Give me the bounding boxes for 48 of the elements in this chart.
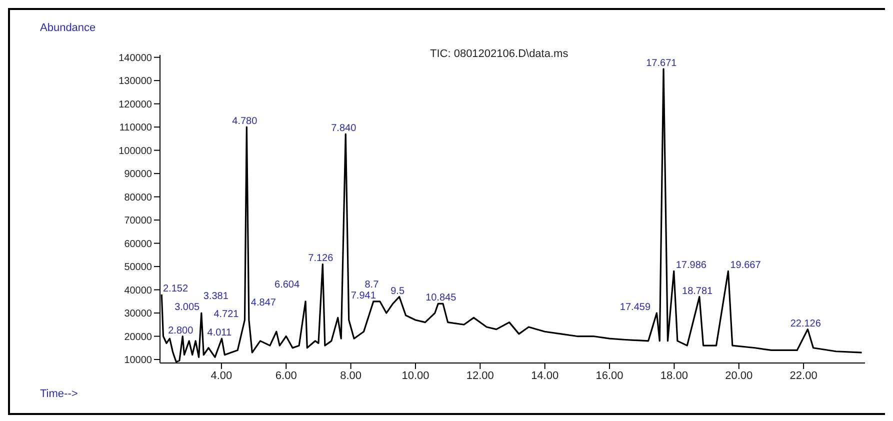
annotation: 19.667: [730, 260, 762, 272]
annotation: 3.381: [203, 291, 229, 302]
annotation: 9.5: [390, 286, 405, 297]
annotation: 4.011: [207, 328, 232, 339]
y-tick-label: 130000: [118, 76, 152, 88]
annotation: 4.721: [214, 308, 240, 320]
x-tick-label: 6.00: [275, 370, 297, 382]
annotation: 4.847: [250, 297, 276, 308]
annotation: 22.126: [790, 318, 822, 330]
annotation: 2.152: [163, 283, 188, 294]
x-tick-label: 20.00: [725, 370, 753, 382]
annotation: 7.126: [308, 253, 334, 264]
annotation: 8.7: [364, 279, 380, 290]
y-tick-label: 120000: [118, 99, 152, 110]
y-tick-label: 10000: [124, 355, 152, 366]
y-tick-label: 60000: [124, 238, 152, 250]
x-tick-label: 22.00: [790, 370, 818, 382]
annotation: 2.800: [168, 325, 194, 336]
y-tick-label: 100000: [118, 146, 152, 157]
y-tick-label: 110000: [119, 122, 152, 134]
y-tick-label: 40000: [124, 285, 152, 296]
x-axis-title: Time-->: [40, 388, 78, 400]
y-tick-label: 70000: [124, 216, 152, 227]
x-tick-label: 4.00: [210, 370, 232, 382]
x-tick-label: 18.00: [660, 370, 688, 382]
x-tick-label: 10.00: [402, 370, 430, 382]
x-tick-label: 14.00: [531, 370, 559, 382]
y-axis-title: Abundance: [40, 22, 96, 34]
y-tick-label: 80000: [124, 192, 152, 204]
y-tick-label: 140000: [118, 52, 152, 64]
annotation: 18.781: [682, 286, 714, 297]
annotation: 3.005: [174, 302, 200, 314]
annotation: 7.941: [350, 290, 376, 302]
chart-title: TIC: 0801202106.D\data.ms: [430, 48, 568, 60]
x-tick-label: 16.00: [596, 370, 624, 382]
annotation: 6.604: [274, 279, 300, 290]
x-tick-label: 8.00: [340, 370, 362, 382]
annotation: 7.840: [331, 123, 357, 134]
annotation: 4.780: [232, 116, 258, 128]
y-tick-label: 90000: [124, 169, 152, 180]
annotation: 17.671: [646, 58, 678, 69]
x-tick-label: 12.00: [466, 370, 494, 382]
annotation: 17.986: [676, 260, 707, 272]
y-tick-label: 50000: [124, 262, 152, 274]
y-tick-label: 30000: [124, 308, 152, 320]
y-tick-label: 20000: [124, 332, 152, 343]
annotation: 10.845: [426, 292, 457, 304]
annotation: 17.459: [620, 302, 651, 314]
